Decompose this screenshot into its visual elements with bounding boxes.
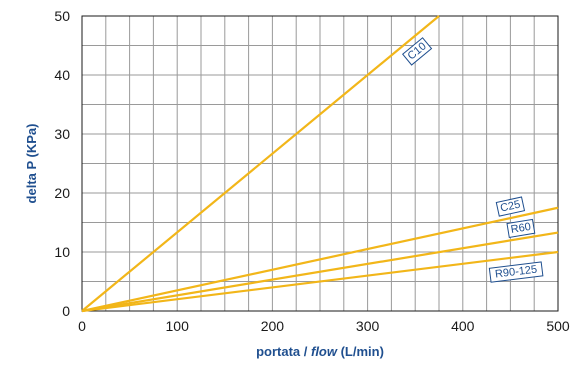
- series-line-c25: [81, 206, 559, 313]
- x-axis-title-part-1: portata /: [256, 344, 311, 359]
- series-label-c25: C25: [495, 196, 526, 217]
- x-tick-label: 200: [261, 318, 285, 334]
- grid: [82, 16, 558, 311]
- series-label-text: C25: [499, 199, 521, 215]
- plot-frame: [81, 15, 559, 312]
- x-tick-label: 0: [78, 318, 86, 334]
- x-tick-label: 400: [451, 318, 475, 334]
- series-label-box: [506, 218, 536, 238]
- y-tick-label: 30: [54, 126, 70, 142]
- y-tick-label: 10: [54, 244, 70, 260]
- y-tick-label: 50: [54, 8, 70, 24]
- series-label-text: R60: [510, 221, 532, 236]
- y-tick-label: 40: [54, 67, 70, 83]
- x-axis-title-part-2: flow: [311, 344, 338, 359]
- series-line-r60: [81, 231, 559, 313]
- series-line-c10: [81, 15, 440, 312]
- x-tick-label: 300: [356, 318, 380, 334]
- y-tick-label: 0: [62, 303, 70, 319]
- series-label-text: R90-125: [494, 264, 537, 281]
- series-label-box: [488, 261, 544, 283]
- x-tick-label: 100: [166, 318, 190, 334]
- series-label-box: [401, 37, 433, 66]
- y-tick-label: 20: [54, 185, 70, 201]
- series-line-r90-125: [81, 250, 559, 313]
- y-axis-ticks: 0 10 20 30 40 50: [54, 8, 70, 319]
- x-axis-title: portata / flow (L/min): [256, 344, 384, 359]
- series-label-r60: R60: [506, 218, 536, 238]
- series-label-r90-125: R90-125: [488, 261, 544, 283]
- x-axis-title-part-3: (L/min): [337, 344, 384, 359]
- y-axis-title: delta P (KPa): [24, 124, 39, 204]
- x-tick-label: 500: [546, 318, 570, 334]
- series-lines: [81, 15, 559, 313]
- series-label-box: [495, 196, 526, 217]
- x-axis-ticks: 0 100 200 300 400 500: [78, 318, 570, 334]
